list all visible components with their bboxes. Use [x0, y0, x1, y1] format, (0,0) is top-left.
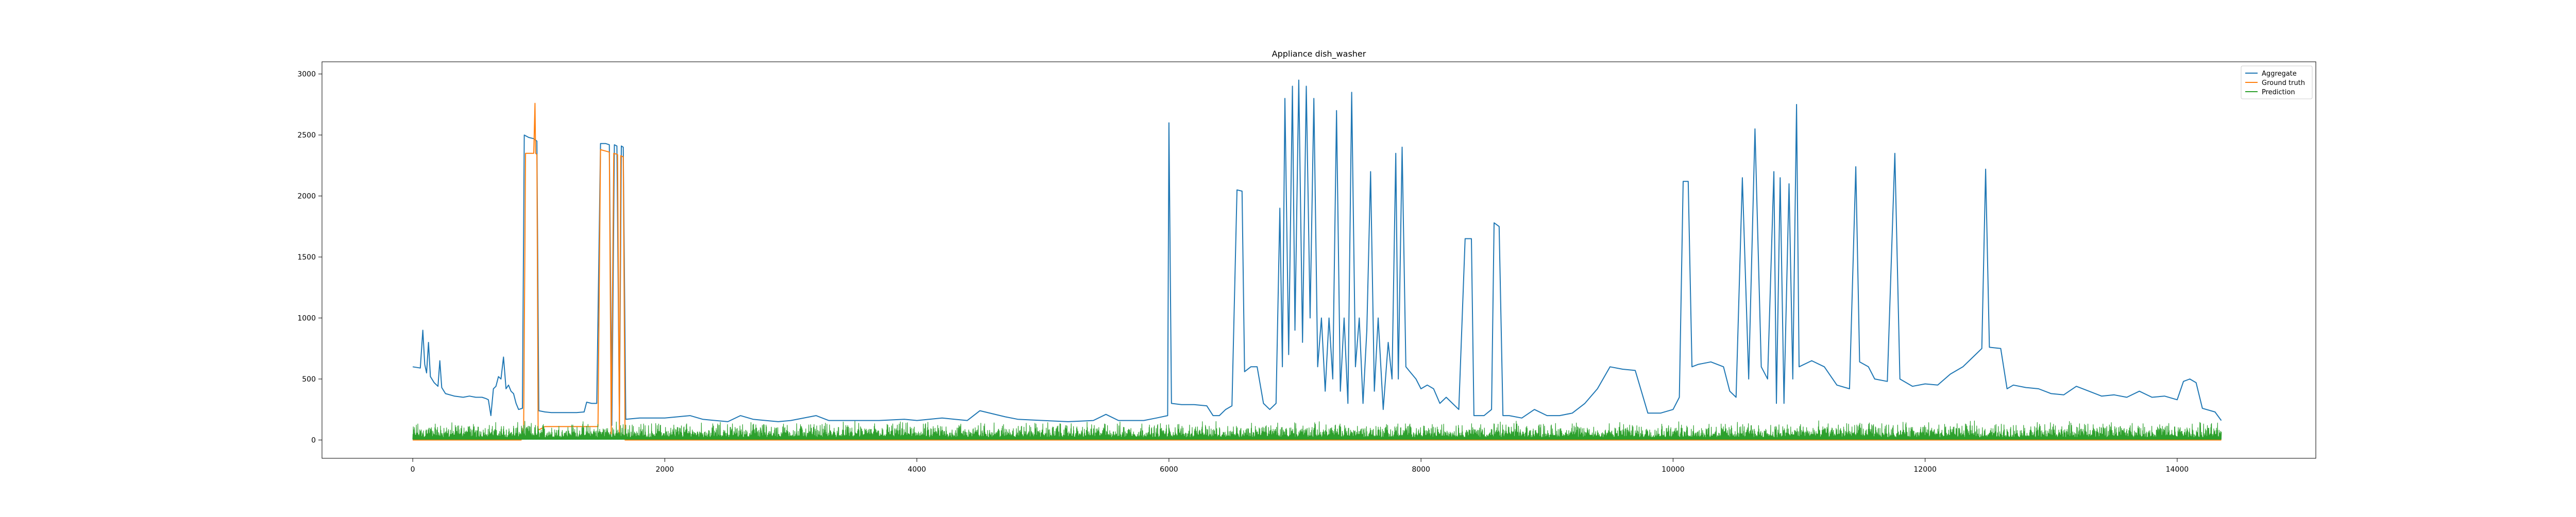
y-axis: 0 500 1000 1500 2000 2500 3000 — [297, 71, 322, 444]
legend-label: Ground truth — [2262, 79, 2305, 87]
y-tick-label: 1500 — [297, 253, 316, 262]
y-tick-label: 500 — [302, 375, 316, 384]
x-tick-label: 0 — [411, 466, 415, 474]
x-tick-label: 8000 — [1412, 466, 1430, 474]
series-line-prediction — [412, 420, 2222, 440]
y-tick-label: 1000 — [297, 315, 316, 323]
legend-label: Prediction — [2262, 89, 2295, 96]
y-tick-label: 2000 — [297, 193, 316, 201]
plot-area-frame — [321, 61, 2316, 459]
legend-label: Aggregate — [2262, 70, 2297, 78]
series-line-ground-truth — [413, 102, 2222, 441]
chart-title: Appliance dish_washer — [1272, 49, 1366, 59]
x-axis: 0 2000 4000 6000 8000 10000 12000 14000 — [411, 458, 2189, 474]
x-tick-label: 2000 — [656, 466, 674, 474]
x-tick-label: 14000 — [2166, 466, 2189, 474]
x-tick-label: 10000 — [1662, 466, 1685, 474]
series-layer — [412, 79, 2222, 441]
y-tick-label: 2500 — [297, 131, 316, 140]
series-line-aggregate — [412, 79, 2222, 426]
y-tick-label: 0 — [311, 436, 316, 444]
x-tick-label: 12000 — [1913, 466, 1937, 474]
x-tick-label: 4000 — [908, 466, 926, 474]
x-tick-label: 6000 — [1160, 466, 1178, 474]
y-tick-label: 3000 — [297, 71, 316, 79]
legend-box — [2241, 65, 2313, 99]
